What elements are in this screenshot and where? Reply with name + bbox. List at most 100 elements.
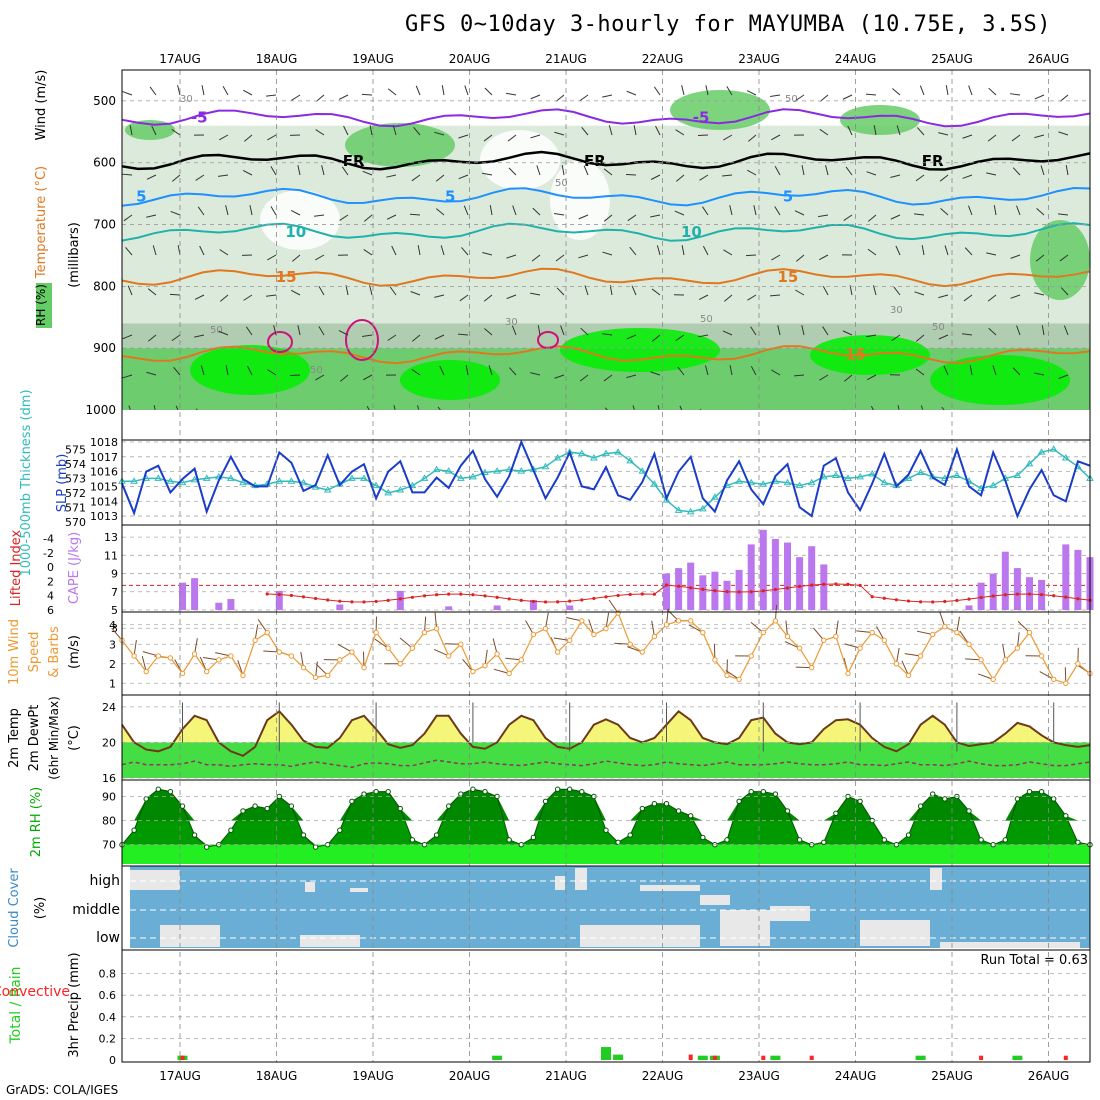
date-label-bottom: 24AUG [835, 1069, 877, 1083]
wind-barb [818, 254, 829, 261]
rh2m-marker [857, 798, 863, 804]
wind-barb [729, 205, 733, 216]
wind-barb [244, 134, 253, 142]
wind-barb [409, 213, 421, 216]
li-marker [652, 592, 657, 596]
wind-barb [698, 334, 709, 338]
wind10-axis-label-2: Speed [27, 632, 42, 673]
wind-speed-marker [216, 657, 222, 663]
wind-barb [578, 254, 589, 259]
wind-barb [940, 207, 949, 216]
rh-contour-label: 50 [310, 365, 323, 376]
isotherm-label: 5 [445, 188, 455, 206]
rh2m-marker [821, 839, 827, 845]
wind-barb [822, 285, 829, 296]
wind-speed-marker [675, 618, 682, 624]
date-label-top: 18AUG [256, 52, 298, 66]
wind-speed-marker [433, 625, 440, 632]
isotherm-label: FR [584, 152, 606, 170]
li-marker [640, 592, 644, 596]
wind-speed-marker [482, 663, 488, 669]
wind-barb [194, 334, 205, 338]
wind-barb [369, 285, 373, 296]
rh-region [345, 123, 455, 167]
wind-barb [943, 365, 949, 376]
rh-contour-label: 30 [505, 317, 518, 328]
wind-tick-label: 2 [109, 658, 116, 671]
thickness-marker [674, 506, 683, 513]
wind-barb [579, 94, 589, 102]
thickness-marker [275, 477, 284, 484]
li-marker [410, 595, 414, 599]
wind-speed-marker [748, 653, 754, 659]
cloud-clear-block [860, 920, 930, 946]
rh2m-marker [724, 837, 730, 843]
li-marker [301, 595, 306, 599]
wind-barb [169, 293, 181, 296]
rh2m-marker [530, 834, 537, 841]
wind-barb [1036, 207, 1045, 216]
thickness-marker [698, 504, 707, 512]
li-marker [822, 582, 826, 586]
wind-barb [872, 285, 877, 296]
rh-region [560, 328, 720, 372]
wind-barb [218, 330, 229, 336]
wind-barb [413, 127, 421, 136]
wind-barb [555, 94, 565, 102]
rh-contour-label: 50 [555, 178, 568, 189]
wind-barb [1012, 167, 1021, 176]
wind-barb [705, 85, 709, 96]
isotherm-label: -5 [693, 109, 710, 127]
cape-bar [493, 605, 501, 610]
li-marker [386, 598, 390, 602]
li-marker [1040, 593, 1044, 597]
rh2m-marker [736, 798, 742, 804]
wind-barb [968, 85, 973, 96]
wind-barb [315, 94, 325, 102]
date-label-top: 17AUG [159, 52, 201, 66]
wind-barb [177, 85, 181, 96]
wind-barb [151, 125, 157, 136]
date-label-top: 22AUG [642, 52, 684, 66]
wind-barb [653, 86, 661, 96]
thickness-marker [807, 478, 816, 486]
wind-barb [127, 285, 133, 296]
wind-barb [267, 134, 277, 141]
rh2m-marker [1038, 788, 1045, 795]
temp-axis-label: Temperature (°C) [34, 166, 49, 279]
wind-barb [1012, 367, 1021, 376]
thickness-marker [517, 467, 526, 474]
wind-speed-marker [603, 625, 609, 632]
thickness-marker [759, 480, 768, 487]
wind-barb [969, 365, 973, 376]
wind-speed-marker [639, 649, 645, 655]
wind-barb [818, 214, 829, 218]
cloud-clear-block [930, 868, 942, 890]
wind-speed-marker [494, 651, 500, 657]
wind-barb [964, 247, 973, 256]
wind-barb [530, 94, 541, 100]
wind-barb [537, 325, 541, 336]
wind-speed-marker [312, 674, 319, 681]
rh2m-tick-label: 80 [102, 815, 116, 828]
thickness-marker [287, 477, 296, 484]
wind-barb [867, 214, 877, 222]
rh2m-marker [167, 788, 174, 795]
precip-tick-label: 0.6 [99, 989, 117, 1002]
rh2m-marker [204, 844, 210, 850]
wind-speed-marker [325, 672, 331, 679]
wind-speed-marker [337, 657, 343, 663]
wind-barb [750, 326, 757, 336]
rh2m-marker [325, 842, 331, 848]
cloud-clear-block [130, 870, 180, 890]
thickness-marker [577, 449, 586, 457]
thickness-marker [372, 481, 380, 489]
wind-barb [386, 214, 397, 220]
isotherm-line [121, 222, 1091, 242]
credit-label: GrADS: COLA/IGES [6, 1083, 119, 1097]
precip-bar [770, 1055, 781, 1060]
rh-region [550, 160, 610, 240]
date-label-top: 25AUG [931, 52, 973, 66]
li-marker [350, 600, 354, 604]
wind-barb [771, 254, 781, 261]
